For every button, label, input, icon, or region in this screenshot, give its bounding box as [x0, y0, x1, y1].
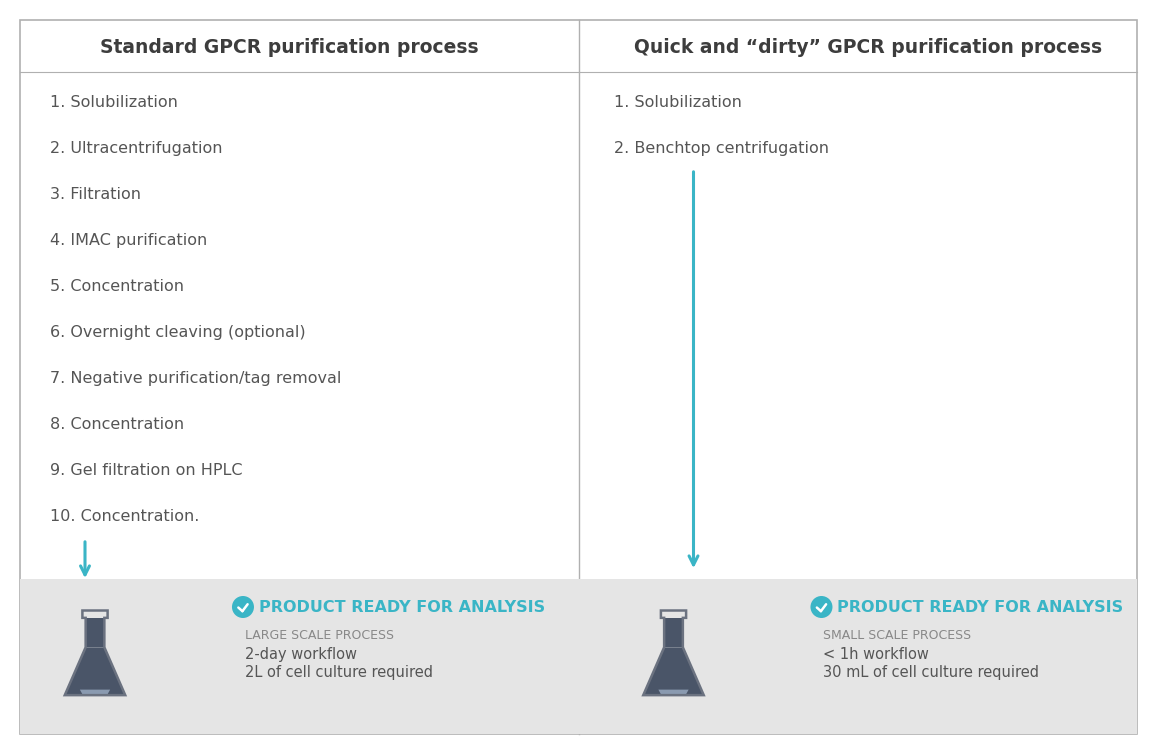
- Text: 10. Concentration.: 10. Concentration.: [50, 509, 199, 524]
- Text: 6. Overnight cleaving (optional): 6. Overnight cleaving (optional): [50, 325, 305, 340]
- Polygon shape: [643, 647, 703, 695]
- Text: 1. Solubilization: 1. Solubilization: [613, 95, 742, 110]
- Text: 2L of cell culture required: 2L of cell culture required: [245, 665, 433, 680]
- Circle shape: [810, 596, 833, 618]
- Text: 2-day workflow: 2-day workflow: [245, 647, 358, 662]
- Text: 4. IMAC purification: 4. IMAC purification: [50, 233, 207, 248]
- Text: 30 mL of cell culture required: 30 mL of cell culture required: [824, 665, 1039, 680]
- Text: 5. Concentration: 5. Concentration: [50, 279, 184, 294]
- Text: Quick and “dirty” GPCR purification process: Quick and “dirty” GPCR purification proc…: [634, 38, 1101, 57]
- Polygon shape: [86, 618, 104, 647]
- Text: 2. Benchtop centrifugation: 2. Benchtop centrifugation: [613, 141, 828, 156]
- Polygon shape: [664, 618, 683, 647]
- Polygon shape: [65, 647, 125, 695]
- Text: 1. Solubilization: 1. Solubilization: [50, 95, 178, 110]
- Polygon shape: [658, 690, 688, 695]
- Circle shape: [231, 596, 255, 618]
- Text: PRODUCT READY FOR ANALYSIS: PRODUCT READY FOR ANALYSIS: [838, 599, 1123, 615]
- Text: LARGE SCALE PROCESS: LARGE SCALE PROCESS: [245, 629, 395, 642]
- FancyBboxPatch shape: [20, 579, 578, 734]
- Text: 8. Concentration: 8. Concentration: [50, 417, 184, 432]
- Text: Standard GPCR purification process: Standard GPCR purification process: [100, 38, 479, 57]
- Text: 9. Gel filtration on HPLC: 9. Gel filtration on HPLC: [50, 463, 243, 478]
- Text: 2. Ultracentrifugation: 2. Ultracentrifugation: [50, 141, 222, 156]
- Text: 3. Filtration: 3. Filtration: [50, 187, 141, 202]
- Text: 7. Negative purification/tag removal: 7. Negative purification/tag removal: [50, 371, 341, 386]
- Text: < 1h workflow: < 1h workflow: [824, 647, 929, 662]
- Polygon shape: [80, 690, 110, 695]
- Text: SMALL SCALE PROCESS: SMALL SCALE PROCESS: [824, 629, 972, 642]
- FancyBboxPatch shape: [578, 579, 1137, 734]
- Text: PRODUCT READY FOR ANALYSIS: PRODUCT READY FOR ANALYSIS: [259, 599, 545, 615]
